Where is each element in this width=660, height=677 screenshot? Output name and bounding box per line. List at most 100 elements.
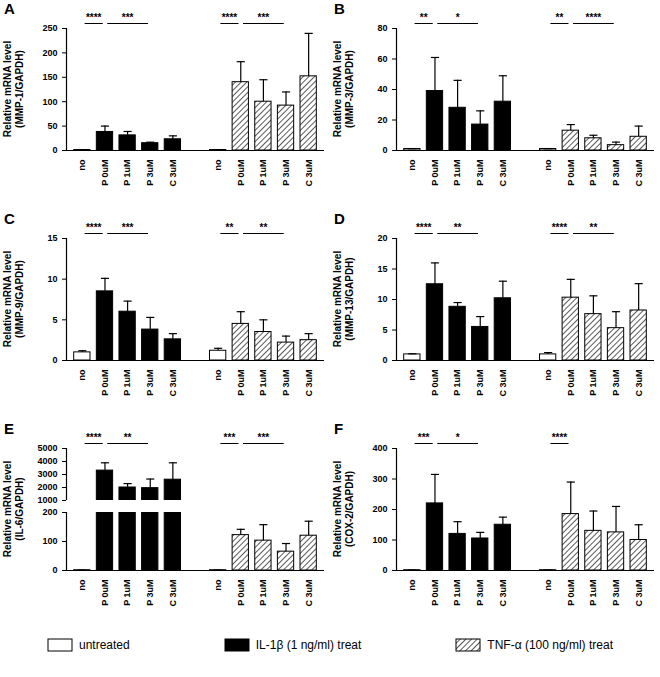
svg-text:5: 5 [52,315,57,325]
svg-text:C 3uM: C 3uM [304,370,314,397]
svg-text:C 3uM: C 3uM [634,580,644,607]
svg-text:P 0uM: P 0uM [236,580,246,606]
svg-text:**: ** [556,12,564,23]
svg-text:P 0uM: P 0uM [100,580,110,606]
svg-text:P 1uM: P 1uM [588,580,598,606]
svg-text:0: 0 [52,145,57,155]
svg-text:**: ** [124,432,132,443]
svg-text:P 3uM: P 3uM [281,370,291,396]
svg-text:no: no [77,159,87,170]
svg-text:****: **** [86,222,102,233]
svg-text:no: no [543,579,553,590]
svg-text:20: 20 [377,233,387,243]
svg-text:P 3uM: P 3uM [145,580,155,606]
svg-text:***: *** [258,12,270,23]
svg-text:4000: 4000 [37,456,57,466]
svg-text:3000: 3000 [37,469,57,479]
svg-text:**: ** [226,222,234,233]
svg-text:no: no [543,159,553,170]
svg-text:C 3uM: C 3uM [168,580,178,607]
svg-text:***: *** [418,432,430,443]
svg-text:no: no [213,369,223,380]
svg-text:0: 0 [52,565,57,575]
svg-text:****: **** [586,12,602,23]
svg-text:P 0uM: P 0uM [566,580,576,606]
svg-text:no: no [213,159,223,170]
svg-text:50: 50 [47,121,57,131]
svg-text:****: **** [222,12,238,23]
svg-text:P 3uM: P 3uM [145,370,155,396]
svg-text:P 1uM: P 1uM [258,580,268,606]
svg-text:P 0uM: P 0uM [566,160,576,186]
svg-text:P 1uM: P 1uM [452,370,462,396]
svg-text:P 3uM: P 3uM [475,370,485,396]
svg-text:P 1uM: P 1uM [452,580,462,606]
svg-text:P 3uM: P 3uM [611,160,621,186]
svg-text:P 1uM: P 1uM [588,370,598,396]
svg-text:**: ** [454,222,462,233]
svg-text:15: 15 [377,264,387,274]
svg-text:***: *** [122,222,134,233]
svg-text:P 0uM: P 0uM [236,160,246,186]
svg-text:200: 200 [42,507,57,517]
svg-text:P 0uM: P 0uM [566,370,576,396]
svg-text:no: no [407,369,417,380]
svg-text:P 3uM: P 3uM [145,160,155,186]
svg-text:****: **** [552,222,568,233]
svg-text:P 0uM: P 0uM [100,160,110,186]
svg-text:0: 0 [52,355,57,365]
svg-text:*: * [456,12,460,23]
svg-text:15: 15 [47,233,57,243]
svg-text:P 1uM: P 1uM [258,370,268,396]
svg-text:P 3uM: P 3uM [611,370,621,396]
svg-text:no: no [77,369,87,380]
svg-text:C 3uM: C 3uM [634,160,644,187]
svg-text:C 3uM: C 3uM [304,580,314,607]
svg-text:P 3uM: P 3uM [281,580,291,606]
svg-text:300: 300 [372,474,387,484]
svg-text:60: 60 [377,54,387,64]
svg-text:200: 200 [42,48,57,58]
svg-text:no: no [213,579,223,590]
svg-text:40: 40 [377,84,387,94]
svg-text:****: **** [86,12,102,23]
svg-text:P 3uM: P 3uM [611,580,621,606]
svg-text:10: 10 [47,274,57,284]
svg-text:**: ** [259,222,267,233]
svg-text:10: 10 [377,294,387,304]
svg-text:80: 80 [377,23,387,33]
svg-text:****: **** [416,222,432,233]
svg-text:***: *** [224,432,236,443]
svg-text:C 3uM: C 3uM [498,580,508,607]
svg-text:no: no [407,579,417,590]
svg-text:P 1uM: P 1uM [122,580,132,606]
svg-text:P 1uM: P 1uM [122,370,132,396]
svg-text:no: no [77,579,87,590]
svg-text:100: 100 [42,536,57,546]
svg-text:P 0uM: P 0uM [430,370,440,396]
svg-text:****: **** [552,432,568,443]
svg-text:5: 5 [382,325,387,335]
svg-text:P 0uM: P 0uM [236,370,246,396]
svg-text:P 3uM: P 3uM [475,580,485,606]
svg-text:5000: 5000 [37,443,57,453]
svg-text:P 3uM: P 3uM [475,160,485,186]
svg-text:****: **** [86,432,102,443]
svg-text:250: 250 [42,23,57,33]
svg-text:0: 0 [382,355,387,365]
svg-text:1000: 1000 [37,495,57,505]
svg-text:no: no [543,369,553,380]
svg-text:150: 150 [42,72,57,82]
svg-text:P 1uM: P 1uM [258,160,268,186]
svg-text:2000: 2000 [37,482,57,492]
svg-text:20: 20 [377,115,387,125]
svg-text:400: 400 [372,443,387,453]
svg-text:C 3uM: C 3uM [168,160,178,187]
svg-text:C 3uM: C 3uM [168,370,178,397]
svg-text:*: * [456,432,460,443]
svg-text:C 3uM: C 3uM [498,160,508,187]
svg-text:100: 100 [42,97,57,107]
svg-text:C 3uM: C 3uM [634,370,644,397]
svg-text:C 3uM: C 3uM [304,160,314,187]
svg-text:P 0uM: P 0uM [430,580,440,606]
